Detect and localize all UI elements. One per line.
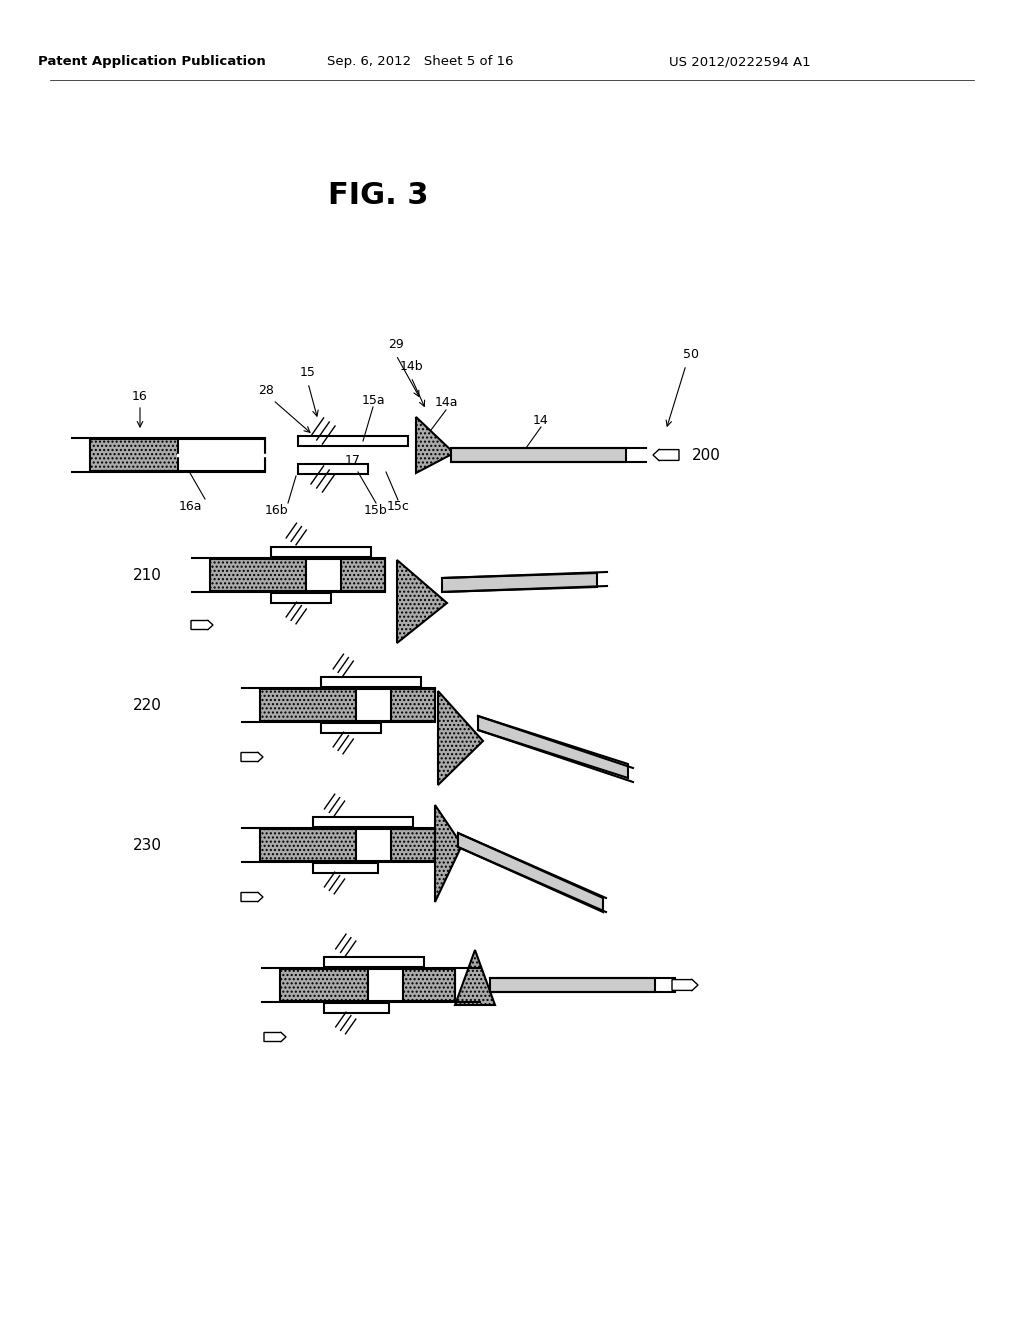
- Bar: [391, 689, 435, 721]
- Polygon shape: [264, 1032, 286, 1041]
- Bar: [312, 863, 378, 873]
- Bar: [322, 677, 421, 686]
- Bar: [490, 978, 655, 993]
- Bar: [451, 447, 626, 462]
- Bar: [271, 546, 372, 557]
- Text: 15a: 15a: [361, 393, 385, 407]
- Bar: [322, 723, 381, 733]
- Text: 230: 230: [132, 837, 162, 853]
- Bar: [260, 829, 356, 861]
- Bar: [341, 558, 385, 591]
- Text: FIG. 3: FIG. 3: [328, 181, 428, 210]
- Text: 16b: 16b: [264, 503, 288, 516]
- Text: 17: 17: [345, 454, 360, 466]
- Bar: [210, 558, 306, 591]
- Text: 15c: 15c: [387, 500, 410, 513]
- Polygon shape: [653, 449, 679, 461]
- Bar: [271, 593, 331, 603]
- Polygon shape: [241, 892, 263, 902]
- Text: US 2012/0222594 A1: US 2012/0222594 A1: [670, 55, 811, 69]
- Text: 16: 16: [132, 391, 147, 404]
- Text: 14: 14: [534, 413, 549, 426]
- Text: Sep. 6, 2012   Sheet 5 of 16: Sep. 6, 2012 Sheet 5 of 16: [327, 55, 513, 69]
- Polygon shape: [672, 979, 698, 991]
- Bar: [312, 817, 413, 828]
- Text: 15b: 15b: [365, 503, 388, 516]
- Polygon shape: [455, 950, 495, 1005]
- Bar: [90, 440, 265, 471]
- Text: 28: 28: [258, 384, 274, 396]
- Text: 200: 200: [691, 447, 721, 462]
- Polygon shape: [442, 573, 597, 591]
- Polygon shape: [416, 417, 454, 473]
- Bar: [280, 969, 368, 1001]
- Polygon shape: [241, 752, 263, 762]
- Polygon shape: [191, 620, 213, 630]
- Bar: [260, 689, 356, 721]
- Bar: [306, 558, 385, 591]
- Bar: [298, 436, 408, 446]
- Text: 220: 220: [132, 697, 162, 713]
- Text: 50: 50: [683, 348, 699, 362]
- Bar: [402, 969, 455, 1001]
- Polygon shape: [458, 833, 603, 912]
- Text: 16a: 16a: [178, 500, 202, 513]
- Polygon shape: [435, 805, 462, 902]
- Text: 29: 29: [388, 338, 403, 351]
- Text: 14b: 14b: [399, 360, 423, 374]
- Text: 210: 210: [132, 568, 162, 582]
- Bar: [177, 440, 265, 471]
- Bar: [356, 689, 435, 721]
- Text: 15: 15: [300, 367, 316, 380]
- Bar: [324, 1003, 389, 1012]
- Bar: [356, 829, 435, 861]
- Bar: [324, 957, 424, 968]
- Text: Patent Application Publication: Patent Application Publication: [38, 55, 266, 69]
- Polygon shape: [478, 715, 628, 777]
- Polygon shape: [397, 560, 447, 643]
- Bar: [368, 969, 455, 1001]
- Text: 14a: 14a: [434, 396, 458, 409]
- Bar: [391, 829, 435, 861]
- Polygon shape: [438, 690, 483, 785]
- Bar: [298, 465, 368, 474]
